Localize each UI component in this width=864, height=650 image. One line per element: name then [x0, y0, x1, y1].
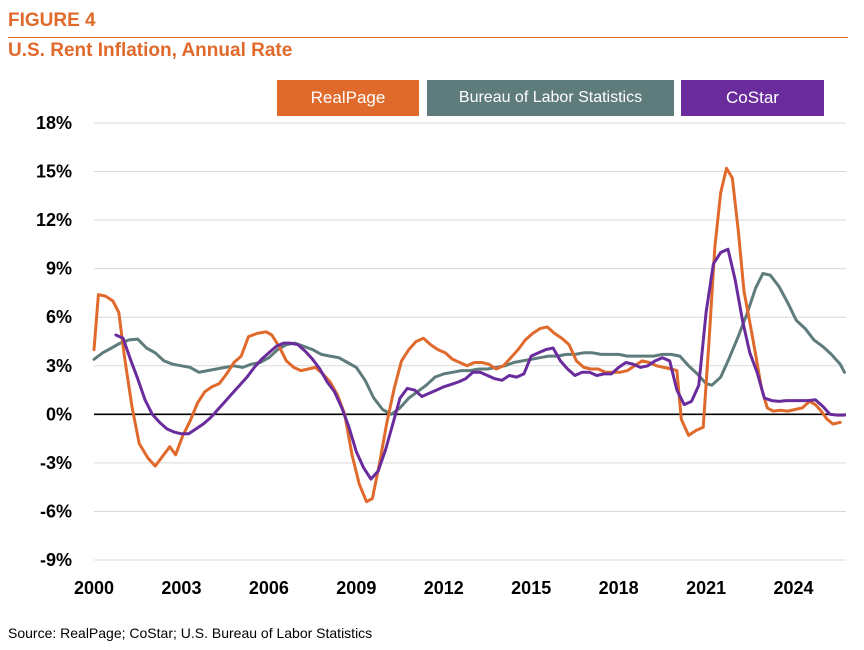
y-tick-label: 6%	[46, 307, 72, 327]
y-tick-label: 15%	[36, 162, 72, 182]
legend-label-bls: Bureau of Labor Statistics	[458, 89, 643, 106]
x-tick-label: 2009	[336, 578, 376, 598]
legend-label-costar: CoStar	[726, 88, 779, 107]
series-line-bureau-of-labor-statistics	[92, 272, 846, 416]
y-tick-label: -3%	[40, 453, 72, 473]
y-tick-label: -6%	[40, 501, 72, 521]
legend-label-realpage: RealPage	[310, 88, 386, 107]
y-axis-ticks: 18% 15% 12% 9% 6% 3% 0% -3% -6% -9%	[36, 113, 72, 570]
y-tick-label: 9%	[46, 259, 72, 279]
series-line-costar	[114, 247, 846, 481]
x-tick-label: 2012	[424, 578, 464, 598]
series-lines	[92, 166, 846, 504]
y-tick-label: 0%	[46, 404, 72, 424]
legend-bls: Bureau of Labor Statistics	[427, 80, 674, 116]
chart-title: U.S. Rent Inflation, Annual Rate	[8, 40, 293, 61]
figure-label: FIGURE 4	[8, 10, 96, 31]
x-tick-label: 2003	[161, 578, 201, 598]
x-tick-label: 2000	[74, 578, 114, 598]
y-tick-label: -9%	[40, 550, 72, 570]
x-tick-label: 2006	[249, 578, 289, 598]
y-tick-label: 18%	[36, 113, 72, 133]
y-tick-label: 12%	[36, 210, 72, 230]
y-tick-label: 3%	[46, 356, 72, 376]
x-tick-label: 2018	[599, 578, 639, 598]
x-tick-label: 2024	[774, 578, 814, 598]
title-divider	[8, 37, 848, 38]
series-line-realpage	[92, 166, 842, 504]
x-axis-ticks: 2000 2003 2006 2009 2012 2015 2018 2021 2024	[74, 578, 814, 598]
legend-costar: CoStar	[681, 80, 824, 116]
legend-realpage: RealPage	[277, 80, 419, 116]
x-tick-label: 2021	[686, 578, 726, 598]
x-tick-label: 2015	[511, 578, 551, 598]
source-note: Source: RealPage; CoStar; U.S. Bureau of…	[8, 625, 373, 641]
